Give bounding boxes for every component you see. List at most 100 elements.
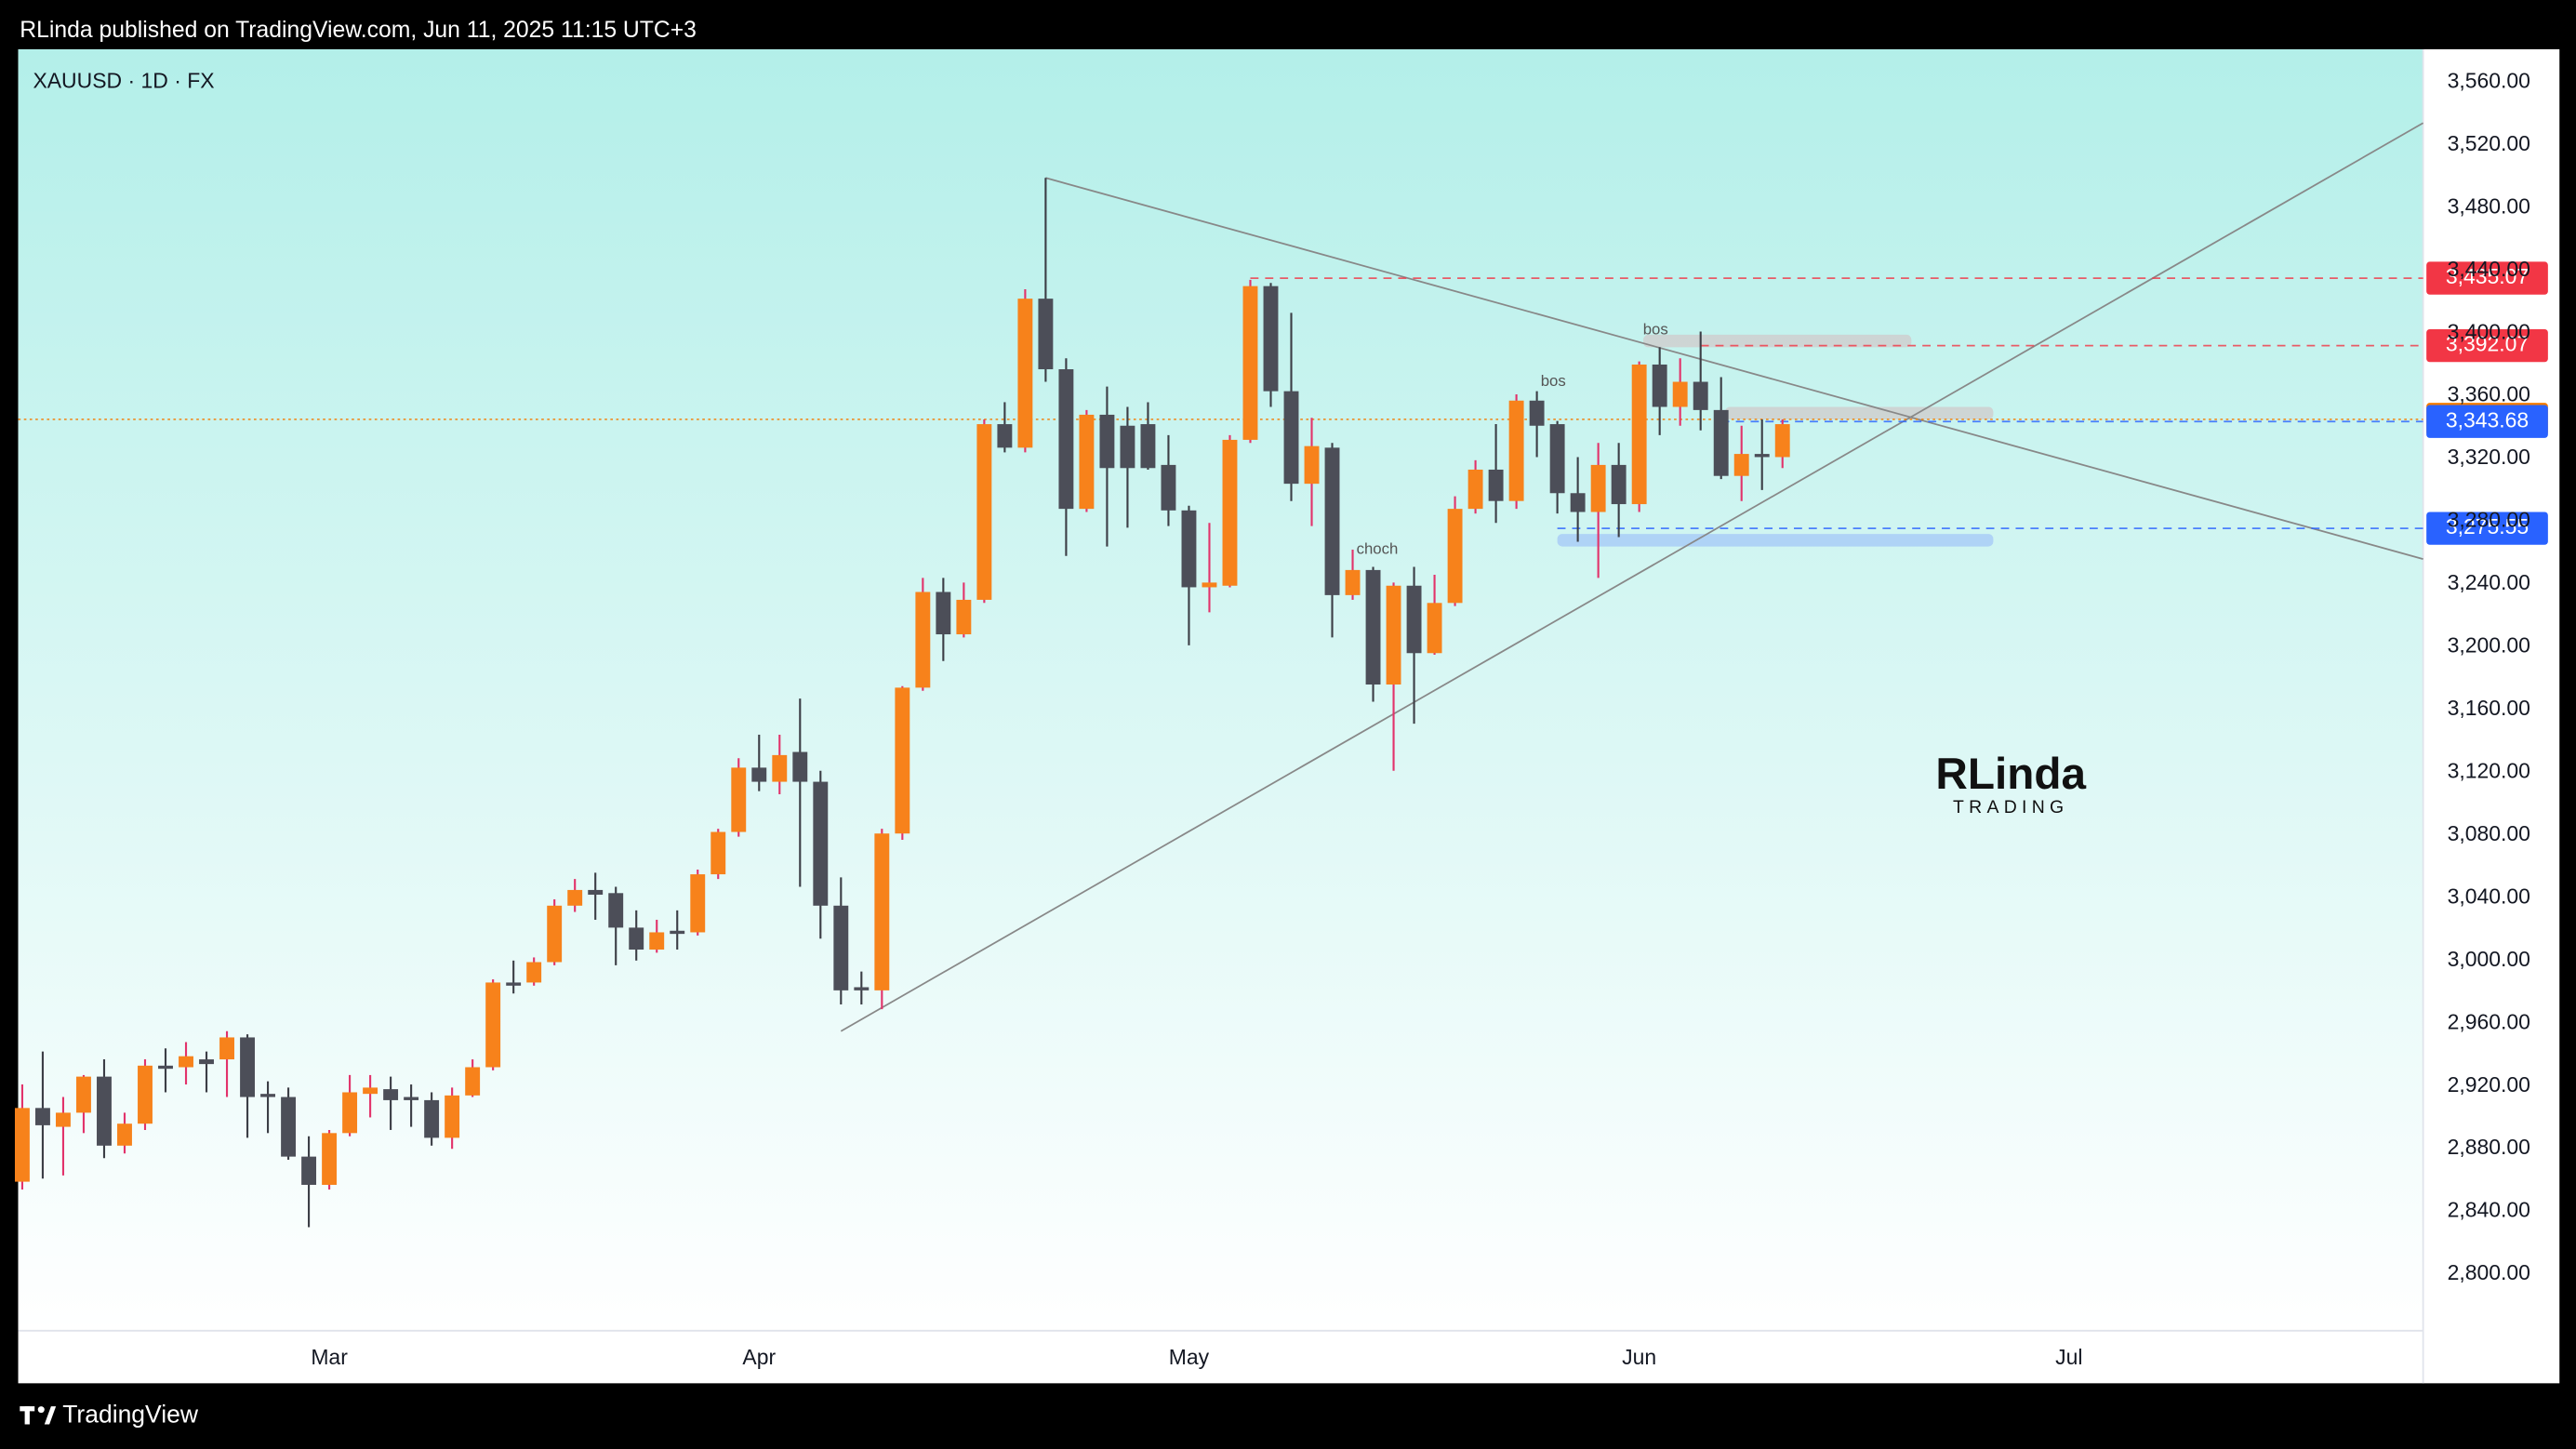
zone bbox=[1557, 534, 1994, 547]
candle-body bbox=[1099, 414, 1115, 469]
candle-body bbox=[1283, 391, 1299, 485]
candle-body bbox=[219, 1037, 234, 1060]
candle-body bbox=[14, 1108, 30, 1182]
y-tick-label: 3,440.00 bbox=[2448, 257, 2530, 281]
tradingview-logo bbox=[20, 1406, 57, 1425]
x-tick-label: May bbox=[1169, 1345, 1210, 1369]
candle-body bbox=[199, 1059, 214, 1065]
candle-body bbox=[56, 1112, 71, 1127]
candle-body bbox=[772, 754, 788, 782]
candle-body bbox=[1672, 381, 1688, 407]
candle-body bbox=[997, 424, 1013, 448]
candle-body bbox=[1222, 439, 1238, 586]
candle-body bbox=[1631, 364, 1647, 505]
candle-body bbox=[1447, 509, 1463, 604]
candle-body bbox=[1529, 400, 1545, 426]
y-tick-label: 2,920.00 bbox=[2448, 1072, 2530, 1097]
y-tick-label: 3,040.00 bbox=[2448, 884, 2530, 908]
price-label-box bbox=[2426, 512, 2548, 545]
candle-body bbox=[547, 905, 563, 963]
candle-body bbox=[1693, 381, 1708, 410]
y-tick-label: 3,160.00 bbox=[2448, 696, 2530, 720]
y-tick-label: 3,200.00 bbox=[2448, 633, 2530, 658]
y-tick-label: 2,880.00 bbox=[2448, 1135, 2530, 1159]
zone bbox=[1643, 334, 1912, 348]
brand[interactable]: TradingView bbox=[62, 1401, 199, 1429]
price-label-box bbox=[2426, 261, 2548, 295]
candle-body bbox=[485, 982, 501, 1068]
candle-body bbox=[506, 982, 522, 986]
candle-body bbox=[751, 767, 767, 782]
candle-body bbox=[301, 1156, 317, 1185]
candle-body bbox=[1324, 447, 1340, 595]
y-tick-label: 2,960.00 bbox=[2448, 1009, 2530, 1033]
y-tick-label: 3,560.00 bbox=[2448, 68, 2530, 92]
candle-body bbox=[260, 1094, 276, 1097]
candle-body bbox=[1161, 464, 1176, 511]
y-tick-label: 3,000.00 bbox=[2448, 947, 2530, 971]
candle-body bbox=[138, 1065, 153, 1124]
candle-body bbox=[35, 1108, 50, 1125]
candle-body bbox=[792, 751, 808, 782]
candle-body bbox=[281, 1097, 297, 1157]
candle-body bbox=[1611, 464, 1627, 505]
candle-body bbox=[1181, 510, 1197, 588]
candle-body bbox=[1140, 424, 1156, 469]
candle-body bbox=[342, 1092, 358, 1134]
y-tick-label: 2,840.00 bbox=[2448, 1198, 2530, 1222]
candle-body bbox=[608, 893, 624, 928]
candle-body bbox=[670, 930, 685, 935]
candle-body bbox=[588, 889, 604, 895]
candle-body bbox=[854, 987, 870, 990]
price-label-box bbox=[2426, 405, 2548, 438]
x-tick-label: Apr bbox=[742, 1345, 776, 1369]
candle-body bbox=[710, 831, 726, 875]
candle-body bbox=[158, 1065, 173, 1070]
candle-body bbox=[445, 1095, 460, 1138]
candle-body bbox=[1038, 299, 1054, 370]
price-label: 3,343.68 bbox=[2446, 407, 2529, 432]
x-tick-label: Jun bbox=[1622, 1345, 1656, 1369]
chart-title: XAUUSD · 1D · FX bbox=[33, 68, 214, 92]
candle-body bbox=[936, 592, 951, 635]
candle-body bbox=[956, 599, 972, 635]
zone bbox=[1725, 406, 1994, 419]
candle-body bbox=[1488, 469, 1504, 501]
candle-body bbox=[567, 889, 583, 906]
candle-body bbox=[1570, 493, 1586, 512]
y-tick-label: 3,520.00 bbox=[2448, 131, 2530, 155]
candle-body bbox=[322, 1133, 338, 1185]
candle-body bbox=[1017, 299, 1033, 448]
candle-body bbox=[1406, 585, 1422, 654]
price-label: 3,275.55 bbox=[2446, 514, 2529, 538]
y-tick-label: 3,480.00 bbox=[2448, 193, 2530, 218]
y-tick-label: 3,360.00 bbox=[2448, 382, 2530, 406]
x-tick-label: Mar bbox=[311, 1345, 348, 1369]
candle-body bbox=[915, 592, 931, 688]
candle-body bbox=[1427, 603, 1442, 654]
annotation: bos bbox=[1643, 320, 1668, 338]
candle-body bbox=[629, 927, 644, 950]
candle-body bbox=[1242, 286, 1258, 440]
candle-body bbox=[76, 1076, 91, 1113]
candle-body bbox=[1345, 569, 1361, 595]
candle-body bbox=[1120, 425, 1135, 469]
x-tick-label: Jul bbox=[2055, 1345, 2082, 1369]
y-tick-label: 3,240.00 bbox=[2448, 570, 2530, 594]
candle-body bbox=[1263, 286, 1279, 392]
y-tick-label: 3,080.00 bbox=[2448, 821, 2530, 845]
candle-body bbox=[1079, 414, 1095, 510]
candle-body bbox=[1652, 364, 1667, 407]
y-tick-label: 3,320.00 bbox=[2448, 445, 2530, 469]
candle-body bbox=[383, 1089, 399, 1100]
candle-body bbox=[1774, 424, 1790, 458]
candle-body bbox=[1590, 464, 1606, 512]
price-label-box bbox=[2426, 328, 2548, 363]
candle-body bbox=[1713, 409, 1729, 476]
overlay: bosboschoch3,435.073,392.073,345.103,343… bbox=[1357, 261, 2548, 557]
candle-body bbox=[363, 1087, 378, 1095]
y-tick-label: 3,400.00 bbox=[2448, 319, 2530, 343]
candle-body bbox=[465, 1067, 481, 1096]
candle-body bbox=[649, 932, 665, 950]
